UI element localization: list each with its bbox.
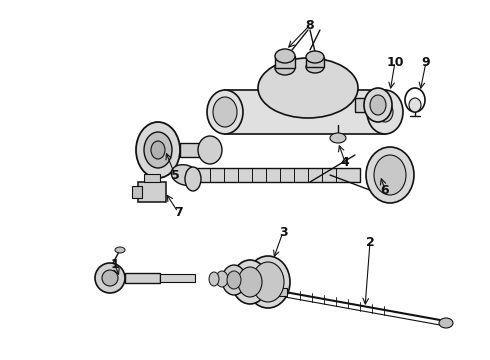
Text: 4: 4: [341, 156, 349, 168]
Ellipse shape: [370, 95, 386, 115]
Ellipse shape: [306, 51, 324, 63]
Text: 3: 3: [279, 225, 287, 239]
Bar: [125, 273, 160, 283]
Text: 8: 8: [306, 18, 314, 32]
Ellipse shape: [377, 102, 393, 122]
Ellipse shape: [275, 49, 295, 63]
Bar: [225, 90, 385, 134]
Bar: [195, 168, 360, 182]
Ellipse shape: [115, 247, 125, 253]
Ellipse shape: [144, 132, 172, 168]
Ellipse shape: [258, 58, 358, 118]
Ellipse shape: [306, 61, 324, 73]
Ellipse shape: [207, 90, 243, 134]
Ellipse shape: [246, 256, 290, 308]
Text: 2: 2: [366, 235, 374, 248]
Ellipse shape: [216, 271, 228, 287]
Ellipse shape: [198, 136, 222, 164]
Text: 10: 10: [386, 55, 404, 68]
Ellipse shape: [364, 88, 392, 122]
Ellipse shape: [151, 141, 165, 159]
Ellipse shape: [222, 265, 246, 295]
Ellipse shape: [232, 260, 268, 304]
Ellipse shape: [209, 272, 219, 286]
Ellipse shape: [136, 122, 180, 178]
Ellipse shape: [330, 133, 346, 143]
Ellipse shape: [171, 165, 199, 185]
Text: 7: 7: [173, 206, 182, 219]
Text: 1: 1: [111, 258, 120, 271]
Ellipse shape: [252, 262, 284, 302]
Ellipse shape: [238, 267, 262, 297]
Bar: [275, 56, 295, 68]
Bar: [275, 288, 287, 296]
Ellipse shape: [102, 270, 118, 286]
Bar: [132, 186, 142, 198]
Bar: [160, 274, 195, 282]
Ellipse shape: [367, 90, 403, 134]
Ellipse shape: [374, 155, 406, 195]
Text: 6: 6: [381, 184, 390, 197]
Bar: [306, 57, 324, 67]
Ellipse shape: [213, 97, 237, 127]
Bar: [355, 98, 380, 112]
Ellipse shape: [227, 271, 241, 289]
Text: 5: 5: [171, 168, 179, 181]
Text: 9: 9: [422, 55, 430, 68]
Ellipse shape: [409, 98, 421, 112]
Ellipse shape: [185, 167, 201, 191]
Ellipse shape: [275, 61, 295, 75]
Ellipse shape: [366, 147, 414, 203]
Bar: [180, 143, 210, 157]
Ellipse shape: [95, 263, 125, 293]
Bar: [138, 182, 166, 202]
Bar: [144, 174, 160, 182]
Ellipse shape: [439, 318, 453, 328]
